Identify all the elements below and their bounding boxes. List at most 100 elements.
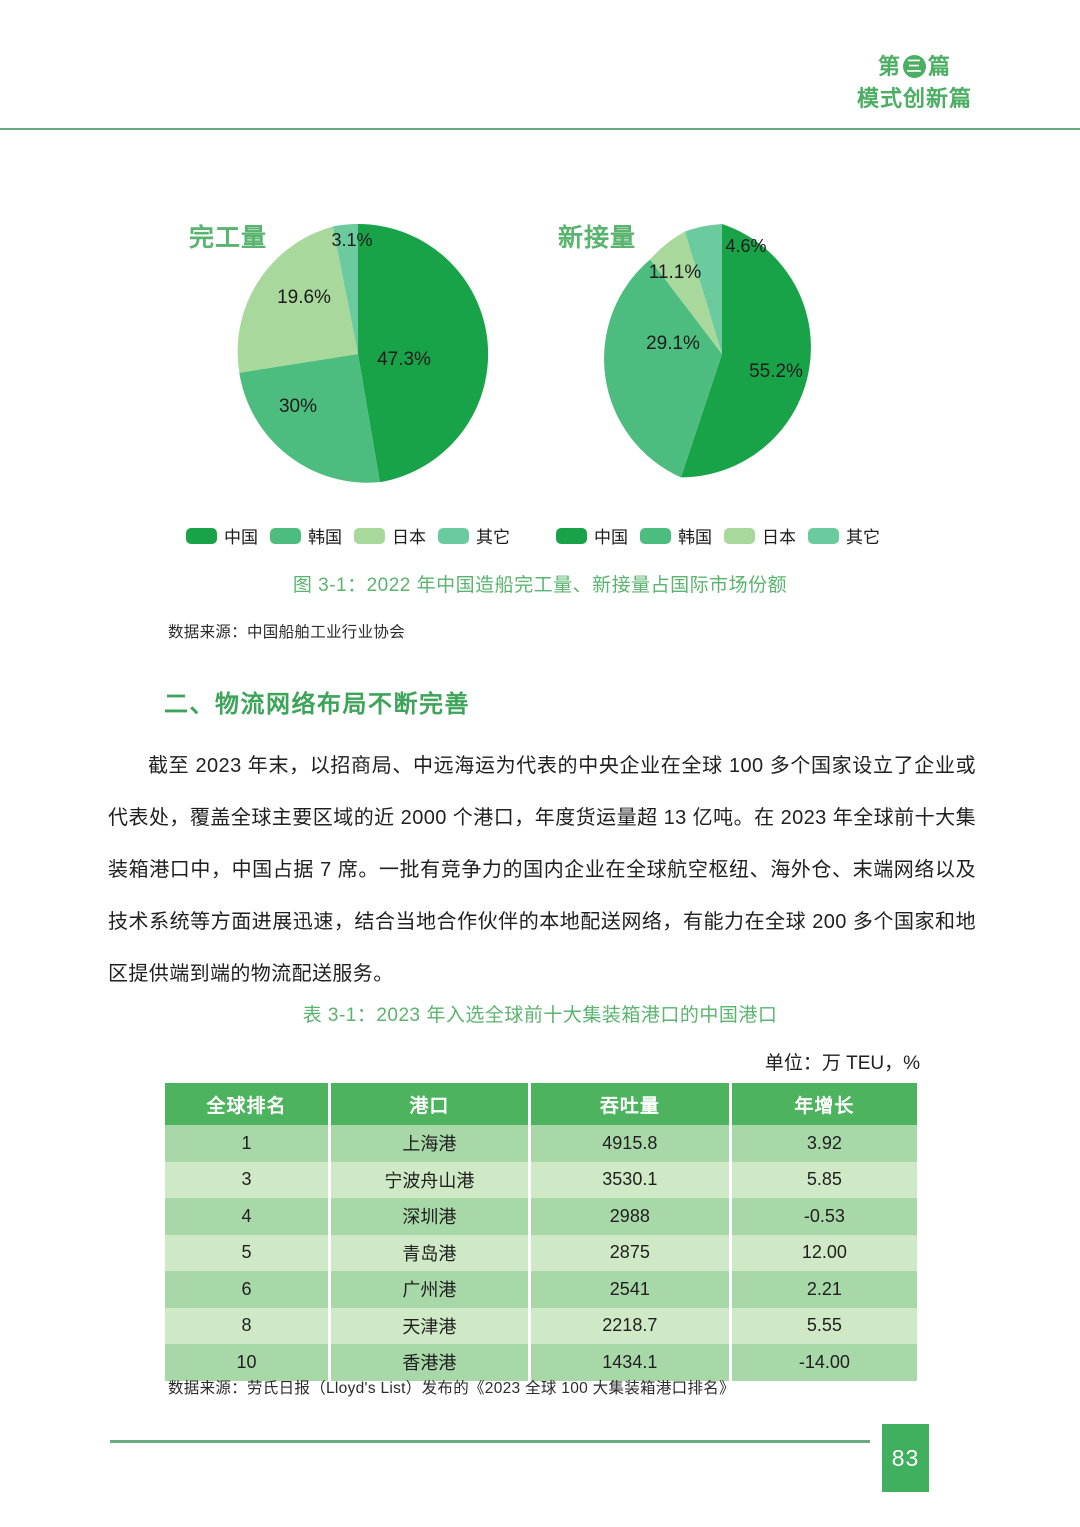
pie-slice-china [358,223,489,483]
legend-swatch-other-2-icon [808,527,839,544]
pie-slice-china-2 [680,224,811,478]
cell-volume: 2988 [529,1198,732,1235]
page-number: 83 [882,1424,929,1492]
table-header-port: 港口 [329,1083,531,1125]
pie-legend-completions: 中国 韩国 日本 其它 [186,523,510,548]
legend-swatch-china-icon [186,527,217,544]
legend-item-japan: 日本 [354,523,426,548]
table-row: 5 青岛港 2875 12.00 [165,1234,917,1271]
cell-growth: 5.55 [730,1307,917,1344]
cell-volume: 3530.1 [529,1161,732,1198]
table-header-volume: 吞吐量 [529,1083,732,1125]
cell-rank: 1 [165,1125,331,1162]
table-row: 8 天津港 2218.7 5.55 [165,1307,917,1344]
pie-chart-new-orders: 新接量 55.2% 29.1% 11.1% 4.6% 中国 [540,196,920,556]
pie-slice-other [332,224,358,354]
legend-label-korea-2: 韩国 [678,528,712,547]
cell-volume: 4915.8 [529,1125,732,1162]
cell-volume: 2218.7 [529,1307,732,1344]
cell-growth: 3.92 [730,1125,917,1162]
legend-label-china: 中国 [224,528,258,547]
cell-port: 天津港 [329,1307,531,1344]
pie-legend-new-orders: 中国 韩国 日本 其它 [556,523,880,548]
cell-port: 青岛港 [329,1234,531,1271]
legend-item-china: 中国 [186,523,258,548]
legend-swatch-korea-icon [270,527,301,544]
cell-growth: -14.00 [730,1344,917,1381]
legend-item-korea: 韩国 [270,523,342,548]
cell-rank: 10 [165,1344,331,1381]
pie-value-korea: 30% [279,396,317,417]
legend-item-other-2: 其它 [808,523,880,548]
cell-rank: 8 [165,1307,331,1344]
pie-value-other: 3.1% [331,230,372,250]
cell-port: 上海港 [329,1125,531,1162]
table-row: 3 宁波舟山港 3530.1 5.85 [165,1161,917,1198]
chart-title-new-orders: 新接量 [558,224,637,252]
pie-chart-completions: 完工量 47.3% 30% 19.6% 3.1% 中国 [160,196,540,556]
pie-slice-korea [239,354,380,483]
ports-table-body: 1 上海港 4915.8 3.92 3 宁波舟山港 3530.1 5.85 4 … [165,1125,917,1381]
cell-port: 香港港 [329,1344,531,1381]
legend-label-other: 其它 [476,528,510,547]
pie-value-other-2: 4.6% [725,236,766,256]
legend-label-other-2: 其它 [846,528,880,547]
legend-swatch-china-2-icon [556,527,587,544]
cell-growth: 5.85 [730,1161,917,1198]
table-row: 1 上海港 4915.8 3.92 [165,1125,917,1162]
pie-canvas-completions: 47.3% 30% 19.6% 3.1% [224,220,492,488]
legend-label-china-2: 中国 [594,528,628,547]
header-part-suffix: 篇 [927,54,951,79]
table-header-row: 全球排名 港口 吞吐量 年增长 [165,1083,917,1125]
pie-canvas-new-orders: 55.2% 29.1% 11.1% 4.6% [588,220,856,488]
pie-svg-new-orders: 55.2% 29.1% 11.1% 4.6% [604,224,811,478]
cell-rank: 3 [165,1161,331,1198]
ports-table-head: 全球排名 港口 吞吐量 年增长 [165,1083,917,1125]
figure-source-note: 数据来源：中国船舶工业行业协会 [168,624,406,641]
table-unit-note: 单位：万 TEU，% [764,1053,920,1074]
table-row: 10 香港港 1434.1 -14.00 [165,1344,917,1381]
pie-value-china-2: 55.2% [749,361,803,382]
footer-divider-rule [110,1440,870,1443]
legend-item-other: 其它 [438,523,510,548]
pie-slice-other-2 [684,224,722,354]
header-part-prefix: 第 [877,54,901,79]
cell-growth: 2.21 [730,1271,917,1308]
ports-table: 全球排名 港口 吞吐量 年增长 1 上海港 4915.8 3.92 3 宁波舟山… [165,1083,917,1381]
cell-port: 宁波舟山港 [329,1161,531,1198]
page-header: 第 三 篇 模式创新篇 [0,0,1080,130]
section-heading: 二、物流网络布局不断完善 [164,691,470,718]
legend-item-japan-2: 日本 [724,523,796,548]
cell-volume: 1434.1 [529,1344,732,1381]
pie-value-china: 47.3% [377,349,431,370]
legend-swatch-korea-2-icon [640,527,671,544]
body-paragraph: 截至 2023 年末，以招商局、中远海运为代表的中央企业在全球 100 多个国家… [108,755,976,985]
legend-label-japan-2: 日本 [762,528,796,547]
table-header-rank: 全球排名 [165,1083,331,1125]
legend-label-japan: 日本 [392,528,426,547]
pie-slice-japan-2 [650,231,722,354]
cell-volume: 2541 [529,1271,732,1308]
legend-item-korea-2: 韩国 [640,523,712,548]
pie-slice-korea-2 [604,259,722,478]
cell-rank: 5 [165,1234,331,1271]
cell-rank: 4 [165,1198,331,1235]
cell-growth: -0.53 [730,1198,917,1235]
chart-title-completions: 完工量 [189,224,268,252]
table-row: 6 广州港 2541 2.21 [165,1271,917,1308]
header-title-block: 第 三 篇 模式创新篇 [857,52,972,113]
cell-port: 广州港 [329,1271,531,1308]
pie-value-japan: 19.6% [277,287,331,308]
header-part-line: 第 三 篇 [857,52,972,81]
cell-volume: 2875 [529,1234,732,1271]
cell-growth: 12.00 [730,1234,917,1271]
table-caption: 表 3-1：2023 年入选全球前十大集装箱港口的中国港口 [302,1005,778,1026]
header-part-number-badge: 三 [902,55,926,79]
pie-value-korea-2: 29.1% [646,333,700,354]
pie-svg-completions: 47.3% 30% 19.6% 3.1% [237,223,489,483]
legend-item-china-2: 中国 [556,523,628,548]
legend-label-korea: 韩国 [308,528,342,547]
charts-row: 完工量 47.3% 30% 19.6% 3.1% 中国 [150,196,950,556]
figure-caption: 图 3-1：2022 年中国造船完工量、新接量占国际市场份额 [292,575,788,596]
header-subtitle: 模式创新篇 [856,86,972,112]
